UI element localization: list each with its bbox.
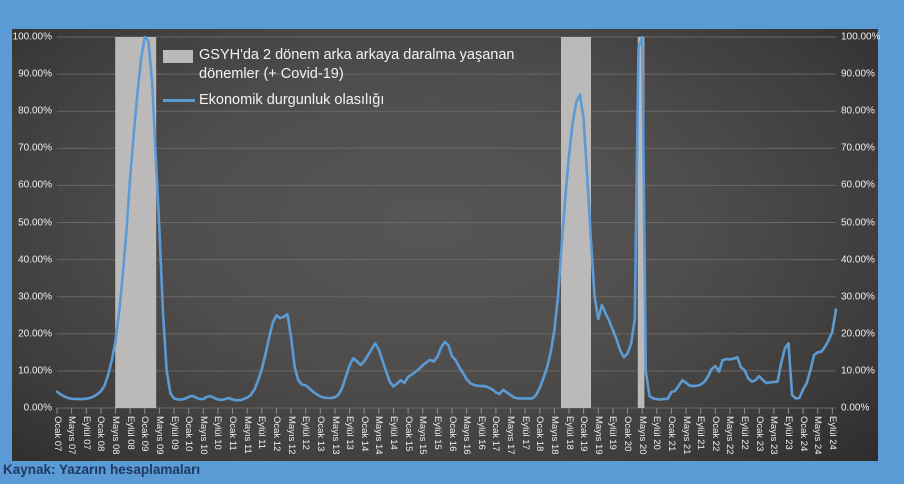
x-axis-label: Ocak 19 xyxy=(578,416,590,452)
y-axis-label-left: 80.00% xyxy=(18,105,52,117)
x-axis-label: Eylül 23 xyxy=(783,416,794,450)
x-axis-label: Ocak 24 xyxy=(797,416,809,452)
y-axis-label-right: 80.00% xyxy=(841,105,875,117)
x-axis-label: Eylül 19 xyxy=(607,416,619,450)
y-axis-label-left: 50.00% xyxy=(18,217,52,228)
x-axis-label: Mayıs 14 xyxy=(373,416,385,455)
x-axis-label: Ocak 10 xyxy=(183,416,195,452)
y-axis-label-left: 30.00% xyxy=(18,291,52,303)
y-axis-right: 0.00% 10.00% 20.00% 30.00% 40.00% 50.00% 60.00… xyxy=(840,32,880,414)
y-axis-left: 0.00% 10.00% 20.00% 30.00% 40.00% 50.00% 60.00… xyxy=(12,32,52,414)
x-axis-label: Ocak 09 xyxy=(139,416,151,452)
x-axis-label: Mayıs 11 xyxy=(241,416,253,454)
x-axis-label: Eylül 10 xyxy=(212,416,224,450)
x-axis-label: Ocak 22 xyxy=(709,416,721,452)
plot-area xyxy=(55,35,838,414)
x-axis-label: Eylül 13 xyxy=(344,416,356,450)
x-axis-label: Ocak 12 xyxy=(270,416,282,452)
x-axis-label: Mayıs 13 xyxy=(329,416,341,455)
x-axis-label: Eylül 11 xyxy=(256,416,268,450)
x-axis-label: Eylül 24 xyxy=(826,416,838,450)
x-axis-label: Eylül 14 xyxy=(388,416,399,450)
x-axis-label: Ocak 07 xyxy=(51,416,63,452)
x-axis-label: Eylül 17 xyxy=(519,416,531,450)
y-axis-label-right: 40.00% xyxy=(841,254,875,266)
y-axis-label-left: 0.00% xyxy=(23,402,52,414)
x-axis-label: Eylül 22 xyxy=(739,416,751,450)
x-axis-label: Ocak 13 xyxy=(314,416,326,452)
y-axis-label-right: 30.00% xyxy=(841,291,875,303)
x-axis-label: Ocak 17 xyxy=(490,416,502,452)
legend-line-swatch-icon xyxy=(163,99,195,103)
y-axis-label-right: 90.00% xyxy=(841,68,875,80)
probability-line xyxy=(55,35,838,402)
recession-band xyxy=(637,37,645,408)
x-axis-label: Eylül 08 xyxy=(124,416,136,450)
x-axis-label: Ocak 23 xyxy=(753,416,765,452)
x-axis-label: Mayıs 23 xyxy=(768,416,780,455)
x-axis-label: Eylül 07 xyxy=(80,416,92,450)
x-axis-label: Mayıs 08 xyxy=(110,416,121,455)
x-axis-label: Mayıs 15 xyxy=(417,416,429,455)
x-axis-label: Mayıs 22 xyxy=(724,416,736,455)
y-axis-label-right: 60.00% xyxy=(841,179,875,191)
legend-line-label: Ekonomik durgunluk olasılığı xyxy=(199,92,385,109)
x-axis-label: Ocak 18 xyxy=(534,416,546,452)
x-axis-label: Eylül 18 xyxy=(563,416,575,450)
x-axis-label: Eylül 16 xyxy=(475,416,487,450)
x-axis-label: Eylül 09 xyxy=(168,416,180,450)
y-axis-label-right: 20.00% xyxy=(841,328,875,340)
y-axis-label-right: 50.00% xyxy=(841,217,875,228)
x-axis-label: Ocak 20 xyxy=(622,416,633,452)
x-axis-label: Eylül 15 xyxy=(431,416,443,450)
y-axis-label-right: 70.00% xyxy=(841,142,875,154)
legend-item-probability-line: Ekonomik durgunluk olasılığı xyxy=(163,91,575,110)
legend-band-swatch-icon xyxy=(163,50,193,63)
x-axis-label: Mayıs 10 xyxy=(197,416,209,455)
y-axis-label-left: 100.00% xyxy=(12,31,52,43)
x-axis-label: Mayıs 12 xyxy=(285,416,297,455)
source-caption: Kaynak: Yazarın hesaplamaları xyxy=(3,462,201,477)
x-axis-label: Ocak 15 xyxy=(402,416,414,452)
x-axis-label: Mayıs 20 xyxy=(636,416,648,455)
y-axis-label-left: 40.00% xyxy=(18,254,52,266)
x-axis-label: Mayıs 19 xyxy=(592,416,604,455)
y-axis-label-right: 0.00% xyxy=(841,402,870,414)
x-axis-label: Ocak 14 xyxy=(358,416,370,452)
recession-band xyxy=(115,37,157,408)
x-axis-label: Mayıs 17 xyxy=(505,416,516,455)
y-axis-label-left: 90.00% xyxy=(18,68,52,80)
chart-canvas: 0.00% 10.00% 20.00% 30.00% 40.00% 50.00% 60.00… xyxy=(12,29,880,461)
x-axis-label: Ocak 16 xyxy=(446,416,458,452)
y-axis-label-right: 10.00% xyxy=(841,365,875,377)
y-axis-label-right: 100.00% xyxy=(841,31,881,43)
recession-band xyxy=(561,37,591,408)
x-axis-label: Mayıs 18 xyxy=(548,416,560,455)
x-axis-label: Mayıs 16 xyxy=(461,416,473,455)
x-axis-label: Mayıs 24 xyxy=(812,416,824,455)
y-axis-label-left: 20.00% xyxy=(18,328,52,340)
x-axis-label: Eylül 21 xyxy=(695,416,707,450)
legend-band-label: GSYH'da 2 dönem arka arkaya daralma yaşa… xyxy=(199,47,515,83)
y-axis-label-left: 70.00% xyxy=(18,142,52,154)
x-axis-label: Mayıs 21 xyxy=(680,416,692,455)
x-axis-label: Mayıs 09 xyxy=(153,416,165,455)
x-axis-label: Eylül 12 xyxy=(300,416,312,450)
x-axis-label: Eylül 20 xyxy=(651,416,663,450)
legend-item-recession-band: GSYH'da 2 dönem arka arkaya daralma yaşa… xyxy=(163,46,575,84)
x-axis-label: Mayıs 07 xyxy=(66,416,78,455)
y-axis-label-left: 10.00% xyxy=(18,365,52,377)
x-axis-label: Ocak 21 xyxy=(665,416,677,452)
x-axis-label: Ocak 11 xyxy=(227,416,238,451)
y-axis-label-left: 60.00% xyxy=(18,179,52,191)
x-axis-label: Ocak 08 xyxy=(95,416,107,452)
legend: GSYH'da 2 dönem arka arkaya daralma yaşa… xyxy=(163,46,575,117)
